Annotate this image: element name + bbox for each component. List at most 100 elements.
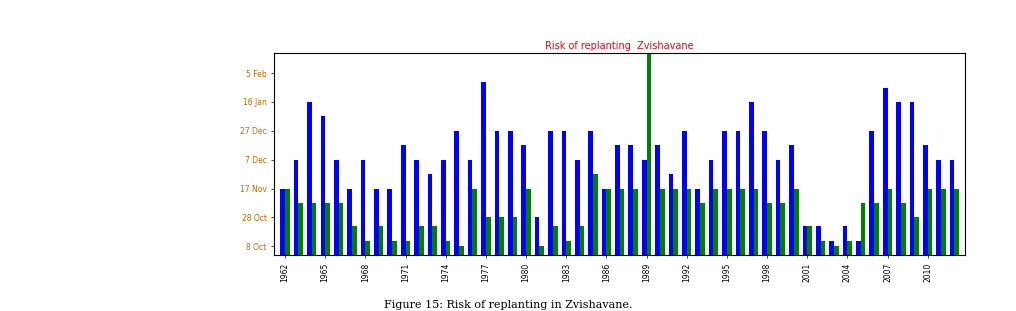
Bar xyxy=(566,241,571,255)
Bar xyxy=(620,188,625,255)
Bar xyxy=(526,188,530,255)
Bar xyxy=(642,160,646,255)
Bar xyxy=(870,131,874,255)
Bar xyxy=(553,226,558,255)
Bar xyxy=(722,131,726,255)
Bar xyxy=(888,188,892,255)
Bar xyxy=(433,226,437,255)
Bar xyxy=(467,160,472,255)
Bar xyxy=(896,102,901,255)
Bar xyxy=(428,174,433,255)
Bar xyxy=(789,145,793,255)
Bar xyxy=(937,160,941,255)
Bar xyxy=(366,241,370,255)
Bar xyxy=(446,241,450,255)
Bar xyxy=(294,160,299,255)
Bar xyxy=(669,174,674,255)
Bar xyxy=(767,203,772,255)
Bar xyxy=(521,145,526,255)
Bar xyxy=(405,241,410,255)
Bar xyxy=(495,131,499,255)
Bar xyxy=(842,226,847,255)
Bar xyxy=(709,160,713,255)
Bar xyxy=(655,145,660,255)
Bar xyxy=(928,188,933,255)
Bar xyxy=(741,188,745,255)
Bar xyxy=(633,188,638,255)
Bar xyxy=(687,188,692,255)
Bar xyxy=(807,226,812,255)
Bar xyxy=(499,217,504,255)
Bar xyxy=(588,131,593,255)
Bar xyxy=(923,145,928,255)
Bar xyxy=(682,131,687,255)
Bar xyxy=(856,241,861,255)
Bar xyxy=(285,188,290,255)
Bar xyxy=(415,160,419,255)
Bar xyxy=(816,226,821,255)
Bar xyxy=(780,203,785,255)
Bar xyxy=(829,241,834,255)
Bar xyxy=(874,203,879,255)
Bar xyxy=(695,188,700,255)
Bar xyxy=(821,241,825,255)
Bar xyxy=(575,160,579,255)
Bar xyxy=(419,226,424,255)
Bar xyxy=(660,188,664,255)
Bar xyxy=(861,203,866,255)
Bar xyxy=(941,188,946,255)
Bar xyxy=(914,217,919,255)
Bar xyxy=(646,53,651,255)
Bar xyxy=(950,160,954,255)
Bar xyxy=(392,241,397,255)
Bar xyxy=(513,217,517,255)
Bar xyxy=(615,145,620,255)
Bar xyxy=(793,188,799,255)
Bar xyxy=(629,145,633,255)
Bar xyxy=(700,203,705,255)
Bar xyxy=(338,203,343,255)
Bar xyxy=(601,188,607,255)
Bar xyxy=(593,174,597,255)
Bar xyxy=(307,102,312,255)
Bar xyxy=(834,246,838,255)
Bar xyxy=(534,217,539,255)
Title: Risk of replanting  Zvishavane: Risk of replanting Zvishavane xyxy=(546,41,694,51)
Bar xyxy=(320,116,325,255)
Bar xyxy=(539,246,545,255)
Bar xyxy=(508,131,513,255)
Bar xyxy=(548,131,553,255)
Bar xyxy=(713,188,718,255)
Bar xyxy=(280,188,285,255)
Bar xyxy=(299,203,303,255)
Bar xyxy=(749,102,754,255)
Bar xyxy=(607,188,611,255)
Bar xyxy=(909,102,914,255)
Bar xyxy=(454,131,459,255)
Bar xyxy=(803,226,807,255)
Bar xyxy=(954,188,959,255)
Bar xyxy=(883,87,888,255)
Bar xyxy=(459,246,463,255)
Bar xyxy=(482,82,486,255)
Bar xyxy=(387,188,392,255)
Bar xyxy=(776,160,780,255)
Bar xyxy=(562,131,566,255)
Bar xyxy=(352,226,357,255)
Bar xyxy=(401,145,405,255)
Bar xyxy=(472,188,478,255)
Bar xyxy=(379,226,383,255)
Bar xyxy=(441,160,446,255)
Bar xyxy=(901,203,905,255)
Bar xyxy=(325,203,330,255)
Text: Figure 15: Risk of replanting in Zvishavane.: Figure 15: Risk of replanting in Zvishav… xyxy=(384,300,632,310)
Bar xyxy=(486,217,491,255)
Bar xyxy=(334,160,338,255)
Bar xyxy=(374,188,379,255)
Bar xyxy=(754,188,758,255)
Bar xyxy=(762,131,767,255)
Bar xyxy=(579,226,584,255)
Bar xyxy=(847,241,852,255)
Bar xyxy=(361,160,366,255)
Bar xyxy=(736,131,741,255)
